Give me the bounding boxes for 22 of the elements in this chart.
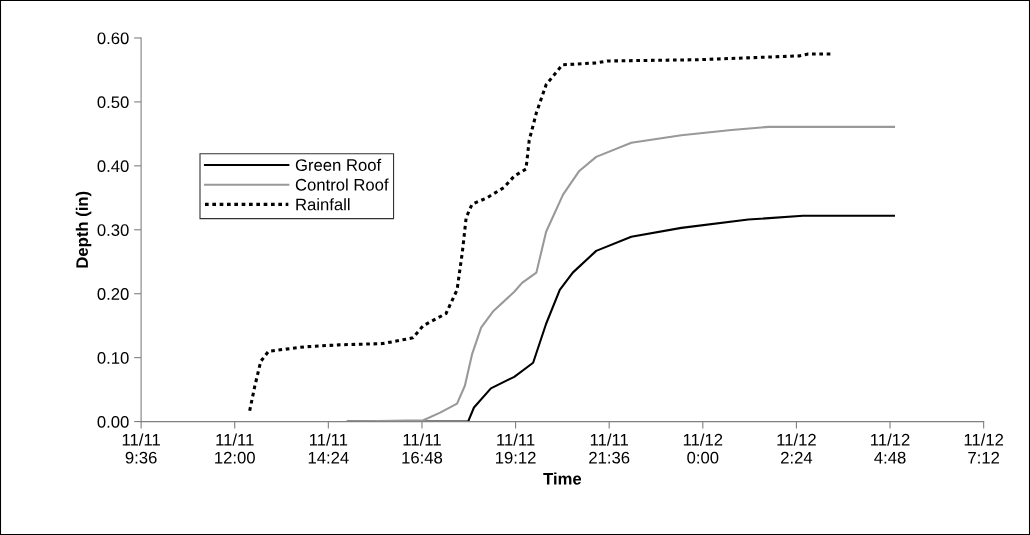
legend-label: Rainfall xyxy=(296,198,350,211)
x-tick-label: 11/12 7:12 xyxy=(964,433,1004,464)
y-tick-label: 0.60 xyxy=(97,32,129,45)
y-tick-label: 0.50 xyxy=(97,96,129,109)
legend-label: Green Roof xyxy=(295,158,382,171)
x-tick-label: 11/12 2:24 xyxy=(777,433,816,464)
x-tick-label: 11/11 19:12 xyxy=(495,433,536,464)
legend-label: Control Roof xyxy=(295,178,389,191)
x-tick-label: 11/12 4:48 xyxy=(871,433,910,464)
y-tick-label: 0.30 xyxy=(97,224,129,236)
y-axis-title: Depth (in) xyxy=(75,191,92,268)
x-tick-label: 11/11 16:48 xyxy=(402,433,443,464)
x-tick-label: 11/11 9:36 xyxy=(122,433,160,464)
y-tick-label: 0.40 xyxy=(97,160,129,173)
x-tick-label: 11/11 14:24 xyxy=(308,433,349,464)
x-tick-label: 11/11 21:36 xyxy=(589,433,630,464)
y-tick-label: 0.20 xyxy=(97,288,129,300)
x-tick-label: 11/12 0:00 xyxy=(683,433,723,464)
x-tick-label: 11/11 12:00 xyxy=(215,433,255,464)
y-tick-label: 0.00 xyxy=(97,415,129,428)
y-tick-label: 0.10 xyxy=(97,352,129,364)
x-axis-title: Time xyxy=(543,472,582,485)
